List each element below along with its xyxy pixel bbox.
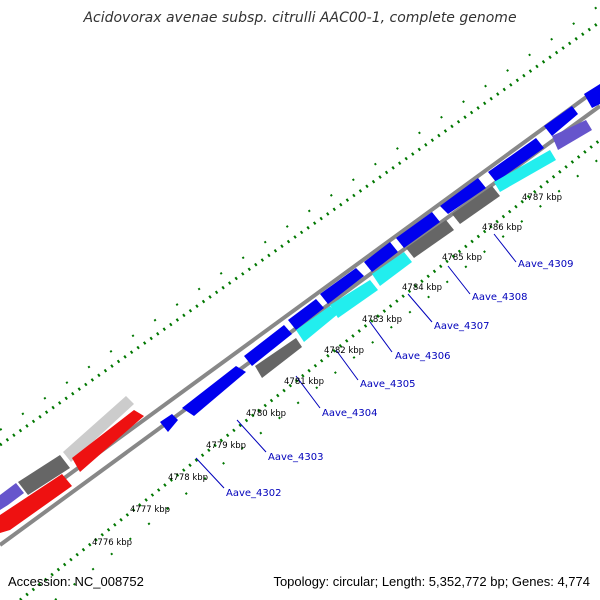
cds-arrow[interactable] <box>182 366 246 416</box>
topology-label: Topology: circular; Length: 5,352,772 bp… <box>273 574 590 589</box>
tick-label: 4783 kbp <box>362 315 402 325</box>
gene-label[interactable]: Aave_4306 <box>395 351 451 362</box>
gene-label[interactable]: Aave_4304 <box>322 408 378 419</box>
gc-content-track <box>0 20 600 600</box>
cds-arrow[interactable] <box>18 455 70 495</box>
cog-block[interactable] <box>372 252 412 286</box>
cds-arrow[interactable] <box>584 84 600 108</box>
cds-arrow[interactable] <box>0 474 72 533</box>
gene-label[interactable]: Aave_4307 <box>434 321 490 332</box>
tick-label: 4787 kbp <box>522 193 562 203</box>
gene-labels: Aave_4302 Aave_4303 Aave_4304 Aave_4305 … <box>226 259 574 499</box>
gene-label[interactable]: Aave_4303 <box>268 452 324 463</box>
cds-arrow[interactable] <box>488 138 544 182</box>
tick-label: 4784 kbp <box>402 283 442 293</box>
map-title: Acidovorax avenae subsp. citrulli AAC00-… <box>82 10 516 26</box>
cds-arrow[interactable] <box>0 483 24 510</box>
tick-labels: 4776 kbp 4777 kbp 4778 kbp 4779 kbp 4780… <box>92 193 562 548</box>
cog-block[interactable] <box>552 120 592 150</box>
cog-track <box>255 120 592 378</box>
forward-cds-track <box>160 84 600 432</box>
tick-label: 4781 kbp <box>284 377 324 387</box>
gene-label[interactable]: Aave_4302 <box>226 488 282 499</box>
cog-block[interactable] <box>452 186 500 224</box>
cog-block[interactable] <box>255 338 302 378</box>
cds-arrow[interactable] <box>364 242 398 272</box>
tick-label: 4779 kbp <box>206 441 246 451</box>
cds-arrow[interactable] <box>544 106 578 136</box>
tick-label: 4777 kbp <box>130 505 170 515</box>
tick-label: 4776 kbp <box>92 538 132 548</box>
cds-arrow[interactable] <box>72 410 144 472</box>
gene-label[interactable]: Aave_4308 <box>472 292 528 303</box>
cog-block[interactable] <box>406 220 454 258</box>
cog-block[interactable] <box>296 306 338 342</box>
cds-arrow[interactable] <box>244 325 292 366</box>
gene-label-lines <box>195 233 517 489</box>
cds-arrow[interactable] <box>440 178 486 214</box>
cog-block[interactable] <box>494 150 556 192</box>
cog-block[interactable] <box>330 280 378 318</box>
tick-label: 4780 kbp <box>246 409 286 419</box>
reverse-strand-track <box>0 396 144 533</box>
accession-label: Accession: NC_008752 <box>8 574 144 589</box>
tick-label: 4785 kbp <box>442 253 482 263</box>
tick-label: 4786 kbp <box>482 223 522 233</box>
cds-arrow[interactable] <box>63 396 134 462</box>
cds-arrow[interactable] <box>288 299 324 330</box>
gene-label[interactable]: Aave_4305 <box>360 379 416 390</box>
cds-arrow[interactable] <box>160 414 178 432</box>
cds-arrow[interactable] <box>320 268 364 304</box>
tick-label: 4778 kbp <box>168 473 208 483</box>
cds-arrow[interactable] <box>396 212 440 248</box>
gene-label[interactable]: Aave_4309 <box>518 259 574 270</box>
tick-label: 4782 kbp <box>324 346 364 356</box>
